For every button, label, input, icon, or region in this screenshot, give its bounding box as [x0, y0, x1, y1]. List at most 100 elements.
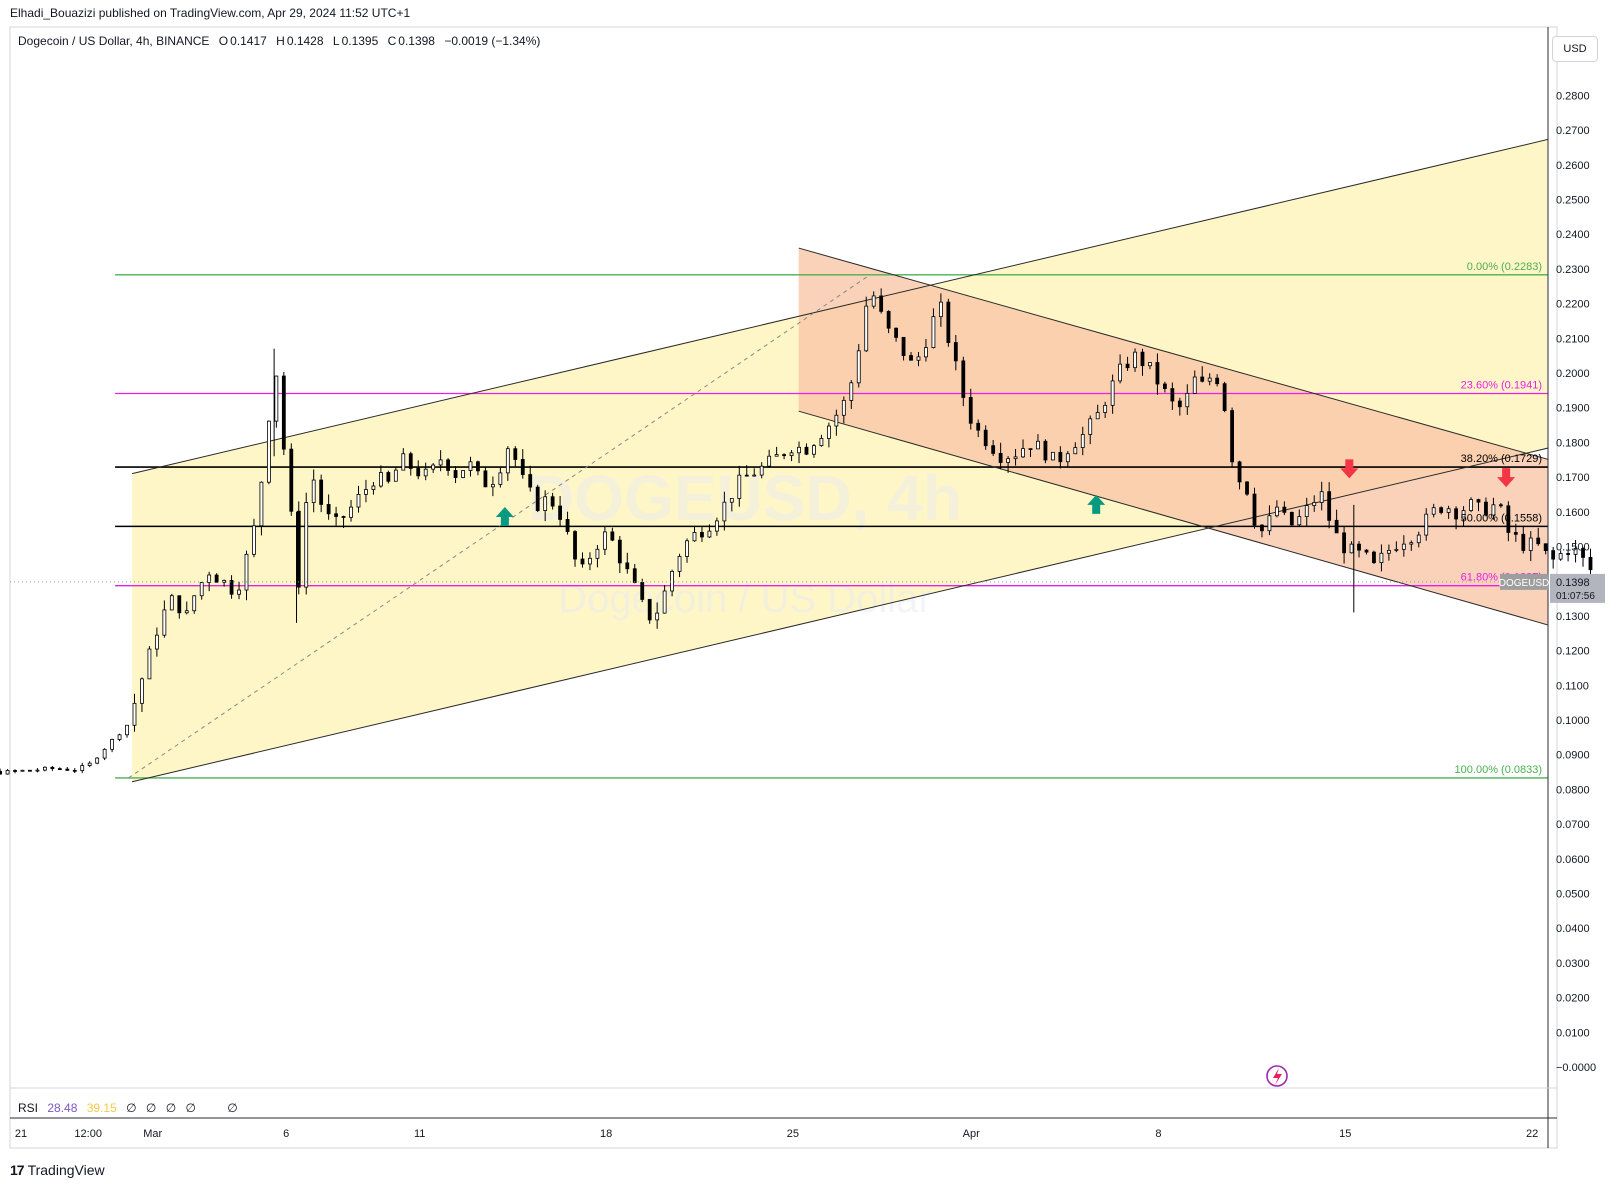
candle-body	[1506, 505, 1511, 533]
candle-body	[931, 316, 936, 348]
candle-body	[1357, 543, 1361, 551]
high-value: 0.1428	[286, 34, 324, 48]
candle-body	[1289, 511, 1294, 526]
candle-body	[1349, 543, 1354, 554]
rsi-ma-value: 39.15	[86, 1101, 117, 1115]
candle-body	[386, 472, 391, 482]
candle-body	[602, 531, 607, 550]
candle-body	[774, 454, 779, 457]
candle-body	[714, 520, 719, 532]
candle-body	[1573, 548, 1578, 555]
candle-body	[543, 496, 548, 511]
candle-body	[685, 540, 689, 557]
candle-body	[797, 446, 801, 454]
candle-body	[700, 532, 704, 538]
fib-label-3: 50.00% (0.1558)	[1461, 512, 1542, 524]
candle-body	[408, 453, 413, 469]
close-label: C	[387, 34, 397, 48]
candle-body	[856, 350, 861, 384]
candle-body	[341, 516, 346, 518]
candle-body	[632, 568, 637, 583]
y-tick-label: 0.0200	[1556, 993, 1590, 1005]
y-tick-label: 0.2000	[1556, 368, 1590, 380]
y-tick-label: 0.1700	[1556, 472, 1590, 484]
symbol-title[interactable]: Dogecoin / US Dollar, 4h, BINANCE	[18, 34, 210, 48]
candle-body	[1401, 543, 1406, 550]
y-tick-label: 0.2200	[1556, 299, 1590, 311]
candle-body	[1155, 362, 1160, 385]
fib-label-0: 0.00% (0.2283)	[1467, 261, 1542, 273]
candle-body	[214, 574, 219, 583]
high-label: H	[276, 34, 285, 48]
change-value: −0.0019 (−1.34%)	[444, 34, 541, 48]
candle-body	[319, 479, 324, 505]
candle-body	[1446, 508, 1451, 513]
candle-body	[1461, 510, 1466, 520]
candle-body	[349, 506, 353, 518]
symbol-legend: Dogecoin / US Dollar, 4h, BINANCE O 0.141…	[18, 34, 540, 48]
y-tick-label: 0.0100	[1556, 1027, 1590, 1039]
ascending-channel-lower	[131, 447, 1548, 783]
y-tick-label: 0.0600	[1556, 854, 1590, 866]
candle-body	[1581, 548, 1585, 558]
close-value: 0.1398	[398, 34, 435, 48]
candle-body	[132, 702, 137, 726]
candle-body	[364, 489, 368, 495]
y-tick-label: 0.0900	[1556, 750, 1590, 762]
candle-body	[393, 469, 398, 482]
candle-body	[1013, 456, 1018, 460]
candle-body	[1454, 508, 1458, 520]
candle-body	[1103, 404, 1108, 413]
candle-body	[476, 461, 480, 472]
candle-body	[595, 548, 600, 559]
y-tick-label: 0.0300	[1556, 958, 1590, 970]
candle-body	[1125, 363, 1130, 369]
candle-body	[520, 459, 525, 475]
candle-body	[446, 459, 450, 471]
candle-body	[1028, 448, 1033, 451]
candle-body	[580, 558, 585, 565]
alert-bolt-icon	[1266, 1065, 1288, 1087]
candle-body	[677, 556, 682, 572]
y-tick-label: 0.2300	[1556, 264, 1590, 276]
candle-body	[1528, 537, 1533, 551]
candle-body	[1386, 550, 1391, 554]
candle-body	[1484, 501, 1488, 516]
candle-body	[453, 470, 458, 478]
rsi-null-5: ∅	[227, 1101, 238, 1115]
y-tick-label: 0.1000	[1556, 715, 1590, 727]
y-tick-label: 0.2100	[1556, 333, 1590, 345]
candle-body	[304, 502, 309, 588]
currency-button[interactable]: USD	[1552, 36, 1598, 62]
candle-body	[909, 355, 913, 361]
candle-body	[1364, 549, 1369, 553]
candle-body	[819, 438, 824, 447]
y-tick-label: 0.0700	[1556, 819, 1590, 831]
y-tick-label: 0.2800	[1556, 90, 1590, 102]
candle-body	[222, 580, 226, 583]
candle-body	[834, 414, 839, 427]
candle-body	[1297, 516, 1302, 526]
candle-body	[1245, 481, 1249, 495]
candle-body	[140, 678, 144, 704]
candle-body	[879, 295, 884, 312]
candle-body	[378, 472, 383, 487]
candle-body	[110, 739, 114, 750]
rsi-legend[interactable]: RSI 28.48 39.15 ∅ ∅ ∅ ∅ ∅	[18, 1101, 244, 1115]
candle-body	[266, 420, 271, 483]
tradingview-brand[interactable]: 17 TradingView	[10, 1162, 105, 1178]
candle-body	[1469, 499, 1473, 511]
candle-body	[953, 342, 958, 362]
candle-body	[125, 724, 129, 736]
candle-body	[147, 648, 152, 680]
candle-body	[199, 582, 204, 597]
rsi-value: 28.48	[47, 1101, 78, 1115]
candle-body	[162, 609, 167, 636]
candle-body	[1431, 507, 1436, 515]
candle-body	[1543, 543, 1548, 552]
candle-body	[976, 422, 981, 431]
candle-body	[759, 465, 764, 476]
candle-body	[192, 595, 197, 612]
candle-body	[1148, 362, 1152, 367]
